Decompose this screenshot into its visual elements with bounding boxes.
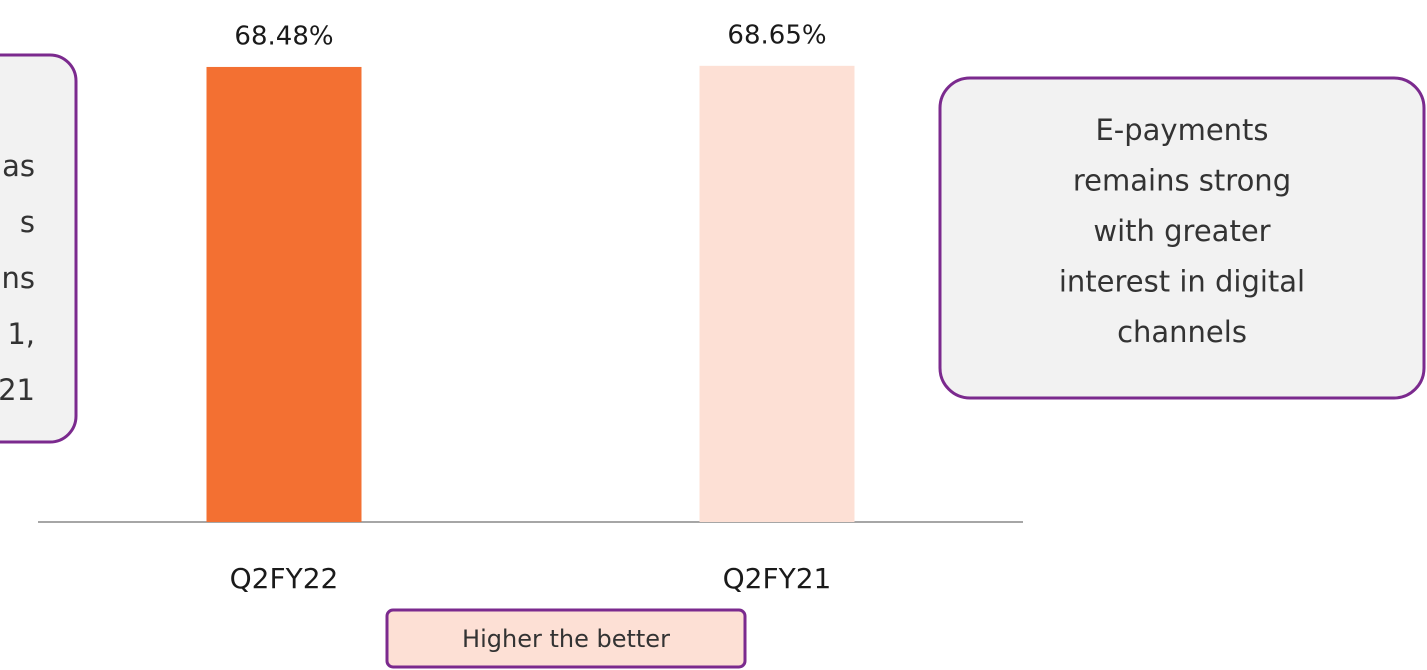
left-note-line: ns	[2, 261, 36, 295]
right-note-line: with greater	[1093, 214, 1270, 248]
right-note-line: E-payments	[1095, 113, 1268, 147]
hint-text: Higher the better	[462, 625, 670, 653]
value-label: 68.48%	[234, 21, 333, 51]
left-note-line: as	[2, 149, 35, 183]
left-note-box	[0, 53, 78, 444]
bar	[699, 65, 855, 523]
value-label: 68.65%	[727, 20, 826, 50]
right-note-line: interest in digital	[1059, 265, 1305, 299]
right-note-line: remains strong	[1073, 164, 1291, 198]
hint-box	[385, 608, 747, 669]
left-note-line: 1,	[7, 317, 35, 351]
x-tick-label: Q2FY21	[723, 562, 832, 595]
bar	[206, 66, 362, 522]
x-tick-label: Q2FY22	[230, 562, 339, 595]
left-note-line: 21	[0, 373, 35, 407]
right-note-box	[938, 76, 1426, 400]
left-note-line: s	[20, 205, 35, 239]
right-note-line: channels	[1117, 315, 1247, 349]
